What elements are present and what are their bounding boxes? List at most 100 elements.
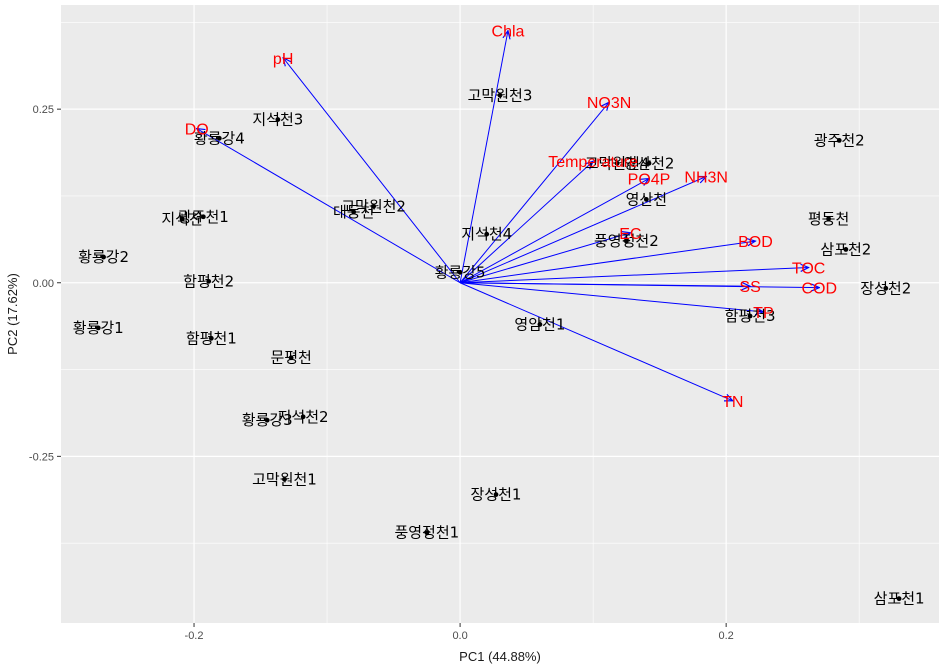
point-label: 풍영정천1: [394, 524, 459, 542]
point-label: 지석천: [161, 210, 202, 228]
loading-arrow-po4p: [459, 179, 649, 284]
data-point: [497, 92, 503, 98]
data-point: [623, 238, 629, 244]
point-label: 광주천2: [814, 131, 865, 149]
loading-arrow-ec: [459, 233, 630, 284]
point-label: 삼포천1: [874, 590, 925, 608]
data-point: [206, 278, 212, 284]
data-point: [216, 135, 222, 141]
point-label: 고막원천4: [585, 154, 650, 172]
point-label: 영산천2: [624, 154, 675, 172]
data-point: [282, 476, 287, 482]
data-point: [457, 269, 463, 275]
point-label: 황룡강1: [73, 319, 124, 337]
data-point: [275, 117, 281, 122]
loading-arrow-toc: [460, 267, 809, 284]
x-axis-title: PC1 (44.88%): [459, 649, 541, 664]
y-tick-label: 0.00: [33, 278, 54, 290]
data-point: [646, 160, 652, 166]
point-label: 황룡강2: [78, 248, 129, 266]
loading-arrow-bod: [460, 241, 755, 284]
loading-label-toc: TOC: [792, 260, 825, 277]
point-label: 함평천2: [183, 272, 234, 290]
data-point: [843, 247, 849, 252]
data-point: [493, 492, 499, 497]
point-label: 황룡강4: [194, 129, 245, 147]
loading-label-ec: EC: [619, 226, 641, 243]
data-point: [643, 197, 649, 202]
point-label: 문평천: [270, 349, 311, 367]
loading-label-do: DO: [185, 122, 209, 139]
data-point: [288, 355, 294, 361]
point-label: 고막원천3: [468, 86, 533, 104]
loading-arrow-chla: [459, 31, 508, 283]
loading-arrow-no3n: [459, 102, 609, 284]
point-label: 광주천1: [178, 208, 229, 226]
x-tick-label: 0.2: [719, 630, 734, 642]
loading-arrow-tp: [460, 282, 763, 312]
data-point: [537, 322, 543, 327]
point-label: 지석천3: [252, 111, 303, 129]
data-point: [424, 530, 430, 536]
point-label: 삼포천2: [820, 240, 871, 258]
point-label: 고막원천1: [252, 470, 317, 488]
data-point: [208, 335, 214, 341]
loading-arrow-do: [197, 129, 461, 284]
point-label: 대동천: [333, 203, 374, 221]
point-label: 황룡강5: [435, 263, 486, 281]
data-point: [300, 414, 306, 420]
data-point: [200, 214, 206, 220]
point-label: 함평천1: [186, 329, 237, 347]
loading-arrow-temperature: [459, 161, 593, 284]
data-point: [371, 203, 377, 209]
loading-label-temperature: Temperature: [548, 154, 638, 171]
point-label: 풍영정천2: [594, 232, 659, 250]
y-tick-label: 0.25: [33, 104, 54, 116]
axes: -0.2 0.0 0.2 -0.25 0.00 0.25: [29, 104, 734, 642]
point-label: 지석천4: [461, 225, 512, 243]
data-point: [101, 254, 106, 260]
y-axis-title: PC2 (17.62%): [5, 273, 20, 355]
point-label: 지석천2: [278, 408, 329, 426]
loading-label-tn: TN: [722, 394, 743, 411]
loading-arrow-ph: [283, 58, 461, 284]
point-label: 영산천: [626, 190, 667, 208]
loading-label-po4p: PO4P: [628, 172, 671, 189]
loading-label-chla: Chla: [492, 24, 525, 41]
data-point: [264, 417, 270, 423]
loading-arrow-tn: [459, 282, 733, 401]
loading-arrow-cod: [460, 282, 819, 288]
point-label: 평동천: [808, 210, 849, 228]
data-point: [747, 313, 753, 319]
loading-label-ss: SS: [739, 279, 760, 296]
loading-label-tp: TP: [753, 305, 773, 322]
data-point: [614, 160, 620, 166]
point-label: 고막원천2: [341, 197, 406, 215]
plot-panel: [61, 5, 939, 623]
data-point: [95, 325, 101, 331]
x-tick-label: -0.2: [185, 630, 204, 642]
data-point: [883, 285, 889, 291]
point-label: 영암천1: [514, 315, 565, 333]
point-label: 황룡강3: [242, 411, 293, 429]
x-tick-label: 0.0: [452, 630, 467, 642]
data-point: [484, 231, 490, 237]
point-label: 장성천1: [471, 486, 522, 504]
loading-label-cod: COD: [801, 281, 837, 298]
point-label: 장성천2: [860, 279, 911, 297]
data-point: [179, 216, 185, 222]
data-point: [836, 138, 842, 143]
grid: [61, 5, 939, 623]
point-label: 함평천3: [725, 307, 776, 325]
y-tick-label: -0.25: [29, 451, 54, 463]
loading-label-nh3n: NH3N: [684, 170, 728, 187]
loading-label-no3n: NO3N: [587, 95, 631, 112]
loading-arrows: [197, 31, 820, 401]
loading-label-bod: BOD: [738, 234, 773, 251]
loading-label-ph: pH: [273, 51, 293, 68]
loading-arrow-nh3n: [459, 177, 706, 284]
data-point: [896, 596, 902, 602]
